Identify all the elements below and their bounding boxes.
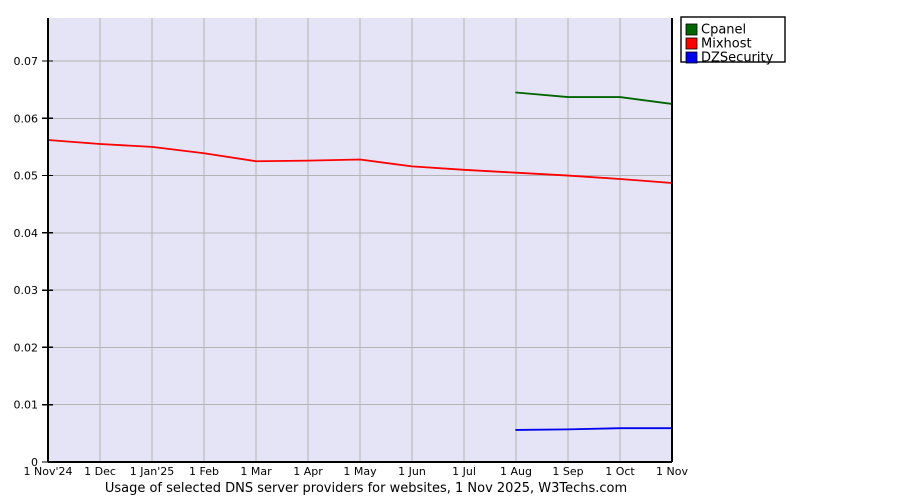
x-axis-tick-label: 1 Jun [398,465,426,478]
y-axis-ticks: 0 0.01 0.02 0.03 0.04 0.05 0.06 0.07 [14,55,53,469]
series-line-cpanel [515,91,673,105]
legend-swatch-icon-dzsecurity [685,51,698,64]
y-axis-tick-label: 0.03 [14,284,39,297]
y-axis-tick-label: 0.06 [14,112,39,125]
legend-border [680,16,786,63]
x-axis-tick-label: 1 Oct [605,465,635,478]
chart-caption: Usage of selected DNS server providers f… [105,481,627,496]
x-axis-tick-label: 1 Feb [189,465,219,478]
legend-swatch-icon-mixhost [685,37,698,50]
x-axis-tick-label: 1 Dec [84,465,116,478]
x-gridlines [99,18,621,462]
x-axis-tick-label: 1 Aug [500,465,532,478]
y-axis-tick-label: 0.04 [14,227,39,240]
x-axis-tick-label: 1 Apr [293,465,323,478]
x-axis-tick-label: 1 Jul [452,465,476,478]
series-line-mixhost [47,139,673,184]
y-axis-tick-label: 0.02 [14,341,39,354]
series-layer [47,91,673,431]
legend-swatch-icon-cpanel [685,23,698,36]
x-axis-ticks: 1 Nov'24 1 Dec 1 Jan'25 1 Feb 1 Mar 1 Apr 1 Ma… [24,465,689,478]
x-axis-tick-label: 1 May [343,465,377,478]
x-axis-tick-label: 1 Jan'25 [130,465,174,478]
legend-label-dzsecurity: DZSecurity [701,51,774,66]
x-axis-tick-label: 1 Sep [552,465,583,478]
y-axis-tick-label: 0 [31,456,38,469]
series-line-dzsecurity [515,427,673,431]
y-axis-tick-label: 0.07 [14,55,39,68]
x-axis-tick-label: 1 Nov [656,465,688,478]
x-axis-tick-label: 1 Mar [240,465,272,478]
y-axis-tick-label: 0.05 [14,170,39,183]
legend-label-mixhost: Mixhost [701,37,752,52]
x-axis-tick-label: 1 Nov'24 [24,465,73,478]
y-axis-tick-label: 0.01 [14,399,39,412]
legend-label-cpanel: Cpanel [701,23,746,38]
